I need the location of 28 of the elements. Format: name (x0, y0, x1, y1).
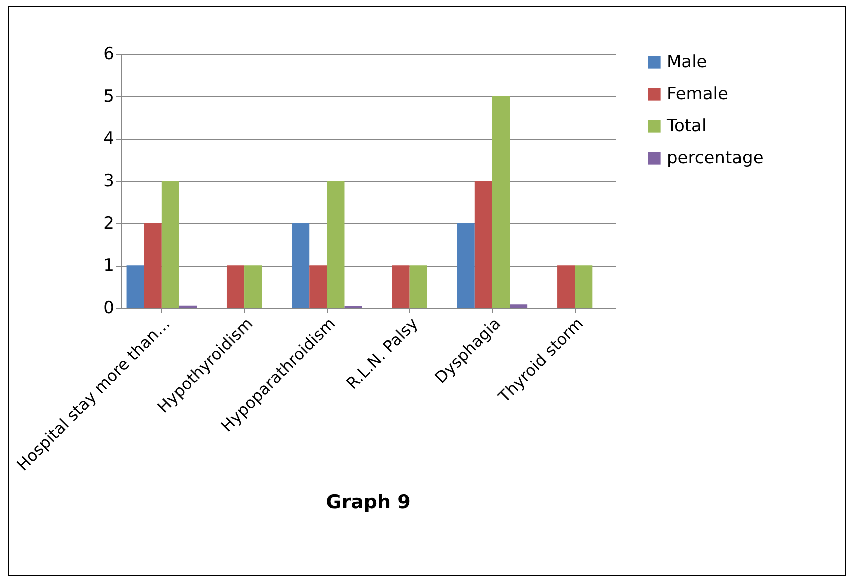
y-tick-label: 3 (104, 172, 114, 192)
bar (244, 266, 262, 308)
y-tick-label: 2 (104, 214, 114, 234)
legend-label: Total (666, 116, 707, 136)
bar (474, 181, 492, 308)
bar (226, 266, 245, 308)
bar (492, 96, 510, 308)
y-tick-label: 6 (104, 44, 114, 64)
bar (310, 266, 328, 308)
bar (162, 181, 180, 308)
legend-label: Male (667, 52, 708, 72)
y-tick-label: 4 (104, 129, 114, 150)
bar (144, 223, 162, 308)
legend-label: Female (667, 84, 728, 104)
bar (410, 266, 428, 308)
bar (558, 266, 576, 308)
bar (510, 304, 528, 308)
bar (327, 181, 345, 308)
y-tick-label: 5 (104, 86, 114, 107)
y-tick-label: 1 (104, 256, 114, 276)
y-tick-label: 0 (104, 298, 114, 318)
bar (126, 266, 144, 308)
legend-label: percentage (667, 148, 764, 168)
bar (457, 223, 475, 308)
text: Graph 9 (326, 492, 411, 514)
bar (292, 223, 310, 308)
bar (575, 266, 593, 308)
bar (392, 266, 410, 308)
